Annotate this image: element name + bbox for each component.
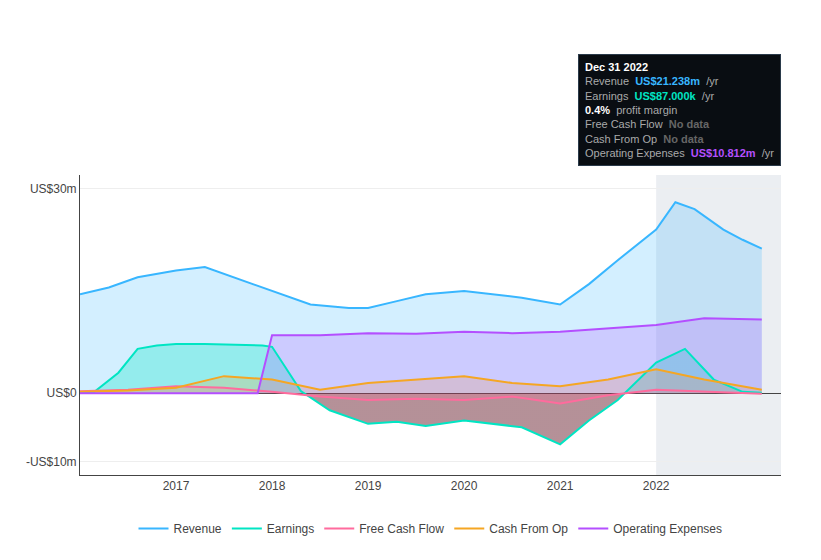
svg-text:2019: 2019 — [355, 479, 382, 493]
svg-text:Dec 31 2022Revenue US$21.238m: Dec 31 2022Revenue US$21.238m /yrEarning… — [585, 61, 774, 159]
svg-text:Operating Expenses: Operating Expenses — [613, 522, 722, 536]
svg-text:-US$10m: -US$10m — [26, 455, 77, 469]
svg-text:Cash From Op: Cash From Op — [489, 522, 568, 536]
svg-text:2022: 2022 — [643, 479, 670, 493]
svg-text:2017: 2017 — [163, 479, 190, 493]
svg-text:2018: 2018 — [259, 479, 286, 493]
svg-text:Earnings: Earnings — [267, 522, 314, 536]
svg-text:US$0: US$0 — [47, 386, 77, 400]
svg-text:Free Cash Flow: Free Cash Flow — [359, 522, 444, 536]
svg-text:2021: 2021 — [547, 479, 574, 493]
svg-text:Revenue: Revenue — [174, 522, 222, 536]
svg-text:US$30m: US$30m — [30, 182, 77, 196]
svg-text:2020: 2020 — [451, 479, 478, 493]
